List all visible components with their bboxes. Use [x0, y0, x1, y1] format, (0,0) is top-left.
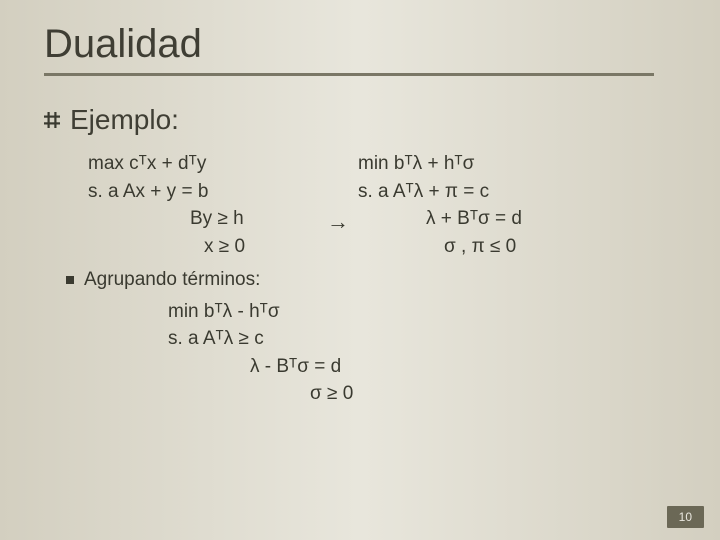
square-bullet-icon	[66, 276, 74, 284]
hash-bullet-icon	[44, 112, 60, 128]
dual-constraint-1: s. a Aᵀλ + π = c	[358, 178, 588, 206]
dual-constraint-3: σ , π ≤ 0	[358, 233, 588, 261]
primal-constraint-2: By ≥ h	[88, 205, 318, 233]
page-number: 10	[667, 506, 704, 528]
grouped-block: min bᵀλ - hᵀσ s. a Aᵀλ ≥ c λ - Bᵀσ = d σ…	[168, 298, 488, 408]
slide-title: Dualidad	[44, 22, 710, 67]
content-area: max cᵀx + dᵀy s. a Ax + y = b By ≥ h x ≥…	[44, 150, 710, 408]
bullet-label: Ejemplo:	[70, 104, 179, 136]
primal-constraint-3: x ≥ 0	[88, 233, 318, 261]
primal-column: max cᵀx + dᵀy s. a Ax + y = b By ≥ h x ≥…	[88, 150, 318, 260]
grouped-objective: min bᵀλ - hᵀσ	[168, 298, 488, 326]
primal-objective: max cᵀx + dᵀy	[88, 150, 318, 178]
primal-constraint-1: s. a Ax + y = b	[88, 178, 318, 206]
transform-arrow: →	[318, 150, 358, 238]
dual-constraint-2: λ + Bᵀσ = d	[358, 205, 588, 233]
grouped-constraint-3: σ ≥ 0	[168, 380, 488, 408]
bullet-row: Ejemplo:	[44, 104, 710, 136]
grouped-constraint-1: s. a Aᵀλ ≥ c	[168, 325, 488, 353]
dual-column: min bᵀλ + hᵀσ s. a Aᵀλ + π = c λ + Bᵀσ =…	[358, 150, 588, 260]
primal-dual-columns: max cᵀx + dᵀy s. a Ax + y = b By ≥ h x ≥…	[88, 150, 710, 260]
slide: Dualidad Ejemplo: max cᵀx + dᵀy s. a Ax …	[0, 0, 720, 540]
grouped-constraint-2: λ - Bᵀσ = d	[168, 353, 488, 381]
title-underline	[44, 73, 654, 76]
sub-bullet-label: Agrupando términos:	[84, 269, 260, 290]
dual-objective: min bᵀλ + hᵀσ	[358, 150, 588, 178]
sub-bullet-row: Agrupando términos:	[88, 266, 710, 294]
